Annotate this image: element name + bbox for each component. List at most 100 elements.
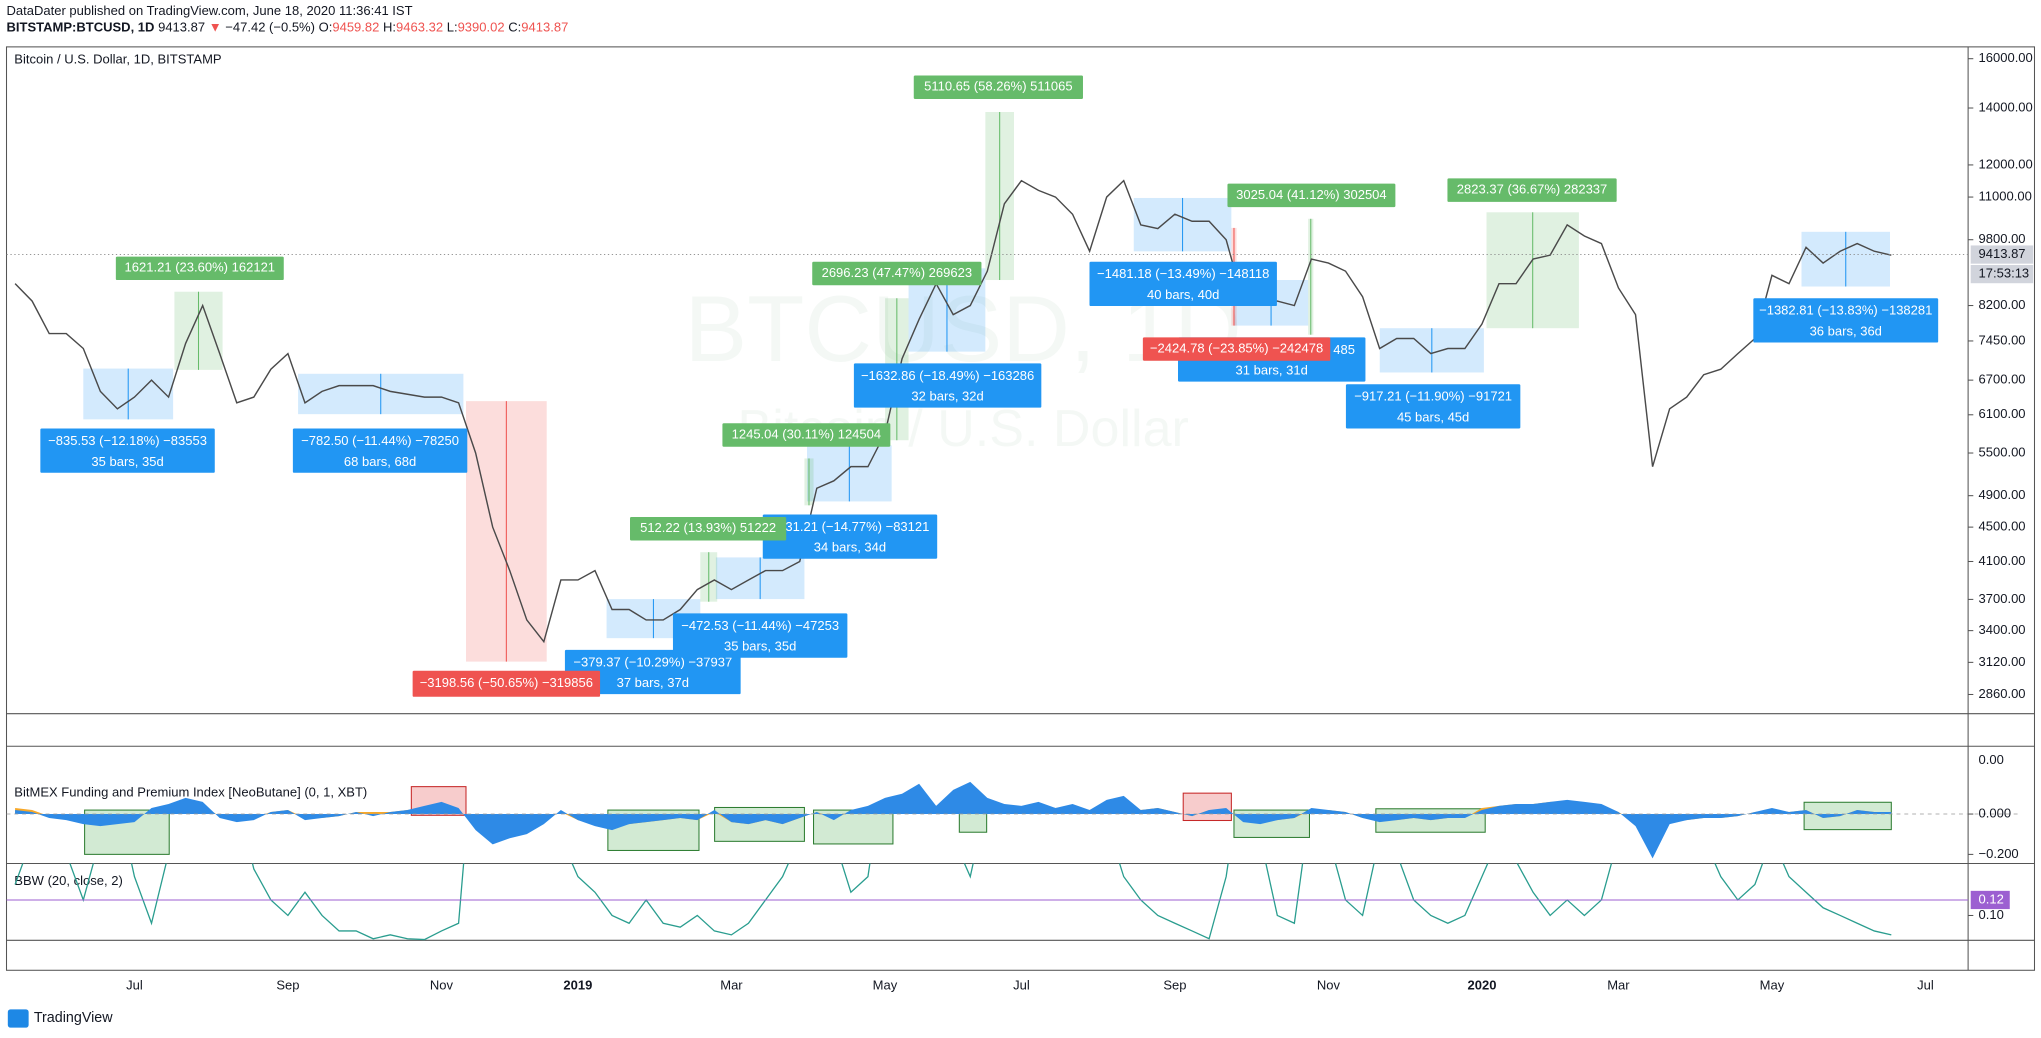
- measure-label: −472.53 (−11.44%) −47253: [681, 618, 839, 633]
- x-tick-label: Sep: [1163, 977, 1186, 992]
- measure-label-box: [40, 428, 215, 473]
- measure-label: 485: [1333, 342, 1355, 357]
- measure-label: 2696.23 (47.47%) 269623: [822, 265, 972, 280]
- y-tick-label: 12000.00: [1979, 156, 2033, 171]
- funding-title: BitMEX Funding and Premium Index [NeoBut…: [14, 785, 367, 800]
- x-tick-label: 2020: [1467, 977, 1496, 992]
- y-tick-label: 4500.00: [1979, 519, 2026, 534]
- measure-label-box: [812, 261, 982, 286]
- y-tick-label: −0.200: [1979, 846, 2019, 861]
- o-value: 9459.82: [332, 20, 379, 35]
- price-line: [14, 179, 1892, 644]
- y-tick-label: 0.000: [1979, 805, 2012, 820]
- measure-label-box: [672, 613, 848, 658]
- symbol: BITSTAMP:BTCUSD, 1D: [7, 20, 155, 35]
- y-tick-label: 11000.00: [1979, 188, 2032, 203]
- measure-label: 37 bars, 37d: [617, 675, 689, 690]
- x-tick-label: Nov: [430, 977, 454, 992]
- y-tick-label: 6100.00: [1979, 406, 2026, 421]
- x-tick-label: Jul: [1013, 977, 1030, 992]
- measure-label-box: [722, 423, 891, 447]
- measure-label: 32 bars, 32d: [911, 389, 983, 404]
- measure-label: 68 bars, 68d: [344, 454, 416, 469]
- measure-label-box: [412, 670, 601, 697]
- logo: [7, 1009, 29, 1028]
- last-price-box: [1970, 245, 2034, 264]
- quote-line: BITSTAMP:BTCUSD, 1D 9413.87 ▼ −47.42 (−0…: [7, 20, 569, 35]
- change: −47.42 (−0.5%): [225, 20, 315, 35]
- measure-label-box: [1227, 183, 1396, 208]
- l-label: L:: [447, 20, 458, 35]
- c-value: 9413.87: [521, 20, 568, 35]
- measure-label: 36 bars, 36d: [1810, 324, 1882, 339]
- publisher: DataDater published on TradingView.com, …: [7, 3, 413, 18]
- measure-label: 512.22 (13.93%) 51222: [640, 520, 776, 535]
- x-tick-label: May: [873, 977, 898, 992]
- bbw-plot: [14, 863, 1892, 941]
- measure-label: −1382.81 (−13.83%) −138281: [1759, 303, 1932, 318]
- measure-label: 40 bars, 40d: [1147, 287, 1219, 302]
- countdown-box: [1970, 264, 2034, 284]
- measure-label-box: [1345, 384, 1521, 429]
- l-value: 9390.02: [458, 20, 505, 35]
- h-value: 9463.32: [396, 20, 443, 35]
- y-tick-label: 4900.00: [1979, 487, 2026, 502]
- bbw-line: [14, 863, 1892, 941]
- h-label: H:: [383, 20, 396, 35]
- arrow: ▼: [209, 20, 222, 35]
- countdown-label: 17:53:13: [1979, 266, 2030, 281]
- y-tick-label: 7450.00: [1979, 332, 2026, 347]
- brand: TradingView: [34, 1010, 113, 1026]
- x-tick-label: 2019: [563, 977, 592, 992]
- y-tick-label: 5500.00: [1979, 444, 2026, 459]
- y-tick-label: 4100.00: [1979, 553, 2026, 568]
- y-tick-label: 8200.00: [1979, 297, 2026, 312]
- measure-label: 2823.37 (36.67%) 282337: [1457, 182, 1607, 197]
- highlight-box: [714, 806, 805, 842]
- measure-label: 45 bars, 45d: [1397, 410, 1469, 425]
- y-tick-label: 6700.00: [1979, 372, 2026, 387]
- measure-label: 3025.04 (41.12%) 302504: [1236, 187, 1386, 202]
- measure-label: 1245.04 (30.11%) 124504: [732, 426, 882, 441]
- bbw-level-box: [1970, 890, 2010, 910]
- x-tick-label: Mar: [1607, 977, 1630, 992]
- measure-label: −831.21 (−14.77%) −83121: [771, 519, 930, 534]
- measure-label-box: [630, 517, 787, 541]
- measure-label: −782.50 (−11.44%) −78250: [301, 433, 459, 448]
- chart-title: Bitcoin / U.S. Dollar, 1D, BITSTAMP: [14, 51, 221, 66]
- measure-label: −1632.86 (−18.49%) −163286: [861, 368, 1034, 383]
- measure-label: 35 bars, 35d: [91, 454, 163, 469]
- empty-pane-tick: 0.00: [1979, 752, 2004, 767]
- o-label: O:: [319, 20, 333, 35]
- measure-label: −3198.56 (−50.65%) −319856: [420, 675, 593, 690]
- c-label: C:: [508, 20, 521, 35]
- y-tick-label: 2860.00: [1979, 686, 2026, 701]
- measure-label: 34 bars, 34d: [814, 540, 886, 555]
- measure-label-box: [853, 363, 1042, 408]
- measure-label: −835.53 (−12.18%) −83553: [48, 433, 207, 448]
- y-tick-label: 0.10: [1979, 907, 2004, 922]
- x-tick-label: Jul: [126, 977, 143, 992]
- y-tick-label: 3400.00: [1979, 622, 2026, 637]
- frame: [5, 46, 2036, 971]
- x-tick-label: Jul: [1917, 977, 1934, 992]
- measure-label: 31 bars, 31d: [1236, 363, 1308, 378]
- bbw-title: BBW (20, close, 2): [14, 873, 122, 888]
- x-tick-label: Sep: [276, 977, 299, 992]
- x-tick-label: Nov: [1317, 977, 1341, 992]
- highlight-box: [1182, 792, 1232, 822]
- measure-label-box: [292, 428, 468, 473]
- y-tick-label: 9800.00: [1979, 231, 2026, 246]
- last: 9413.87: [158, 20, 205, 35]
- measure-label: −379.37 (−10.29%) −37937: [573, 654, 732, 669]
- measure-label-box: [1089, 261, 1277, 307]
- x-tick-label: May: [1760, 977, 1785, 992]
- y-tick-label: 3700.00: [1979, 591, 2026, 606]
- measure-label: −917.21 (−11.90%) −91721: [1354, 389, 1512, 404]
- y-tick-label: 3120.00: [1979, 654, 2026, 669]
- last-price-label: 9413.87: [1979, 246, 2026, 261]
- measure-label-box: [913, 75, 1083, 99]
- x-tick-label: Mar: [720, 977, 743, 992]
